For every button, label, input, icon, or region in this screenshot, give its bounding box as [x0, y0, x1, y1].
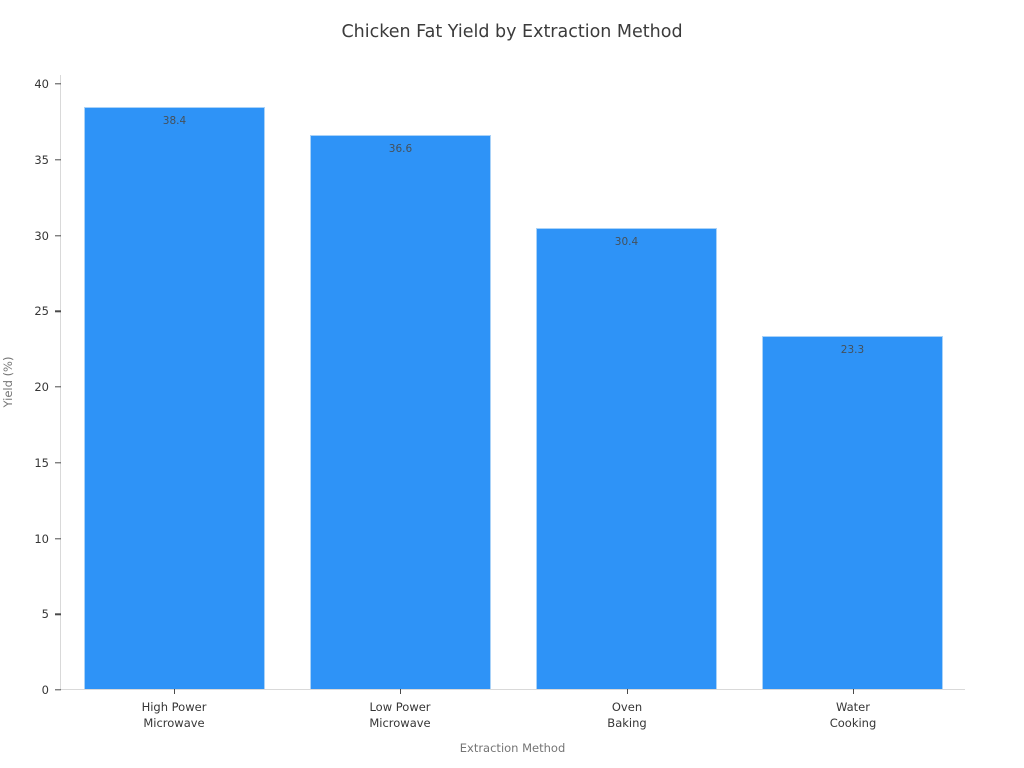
y-tick-mark	[55, 689, 61, 691]
bar	[762, 336, 943, 689]
y-tick-label: 40	[34, 77, 49, 91]
bar-value-label: 36.6	[388, 143, 413, 155]
y-tick-mark	[55, 537, 61, 540]
y-tick-mark	[55, 386, 61, 388]
bar	[84, 107, 265, 689]
y-tick-label: 25	[34, 304, 49, 319]
bar	[536, 228, 717, 689]
y-tick-label: 0	[41, 683, 49, 697]
x-tick-label: Low Power Microwave	[369, 700, 431, 730]
y-tick-label: 5	[41, 607, 49, 622]
x-tick-mark	[627, 689, 629, 694]
bar-value-label: 30.4	[614, 236, 639, 248]
x-tick-label: Water Cooking	[829, 700, 877, 730]
y-tick-label: 10	[34, 531, 49, 546]
x-tick-label: Oven Baking	[607, 700, 647, 730]
x-tick-label: High Power Microwave	[141, 700, 207, 730]
x-tick-mark	[174, 689, 176, 694]
chart-title: Chicken Fat Yield by Extraction Method	[341, 22, 683, 42]
y-tick-label: 15	[34, 455, 49, 470]
y-tick-mark	[55, 234, 61, 237]
x-tick-mark	[853, 689, 855, 694]
y-tick-mark	[55, 613, 61, 615]
y-tick-label: 20	[34, 380, 49, 394]
y-tick-label: 35	[34, 152, 49, 167]
bar	[310, 135, 491, 689]
y-tick-mark	[55, 159, 61, 161]
y-tick-label: 30	[34, 228, 49, 243]
y-axis-title: Yield (%)	[1, 356, 15, 408]
x-tick-mark	[400, 689, 402, 694]
bar-value-label: 38.4	[162, 115, 187, 127]
y-tick-mark	[55, 83, 61, 85]
x-axis-title: Extraction Method	[459, 741, 566, 755]
y-tick-mark	[55, 462, 61, 464]
plot-area: 0 5 10 15 20 25 30 35 40 38.4 High Power Microwave…	[34, 75, 965, 730]
bar-value-label: 23.3	[840, 344, 865, 356]
y-tick-mark	[55, 310, 61, 312]
